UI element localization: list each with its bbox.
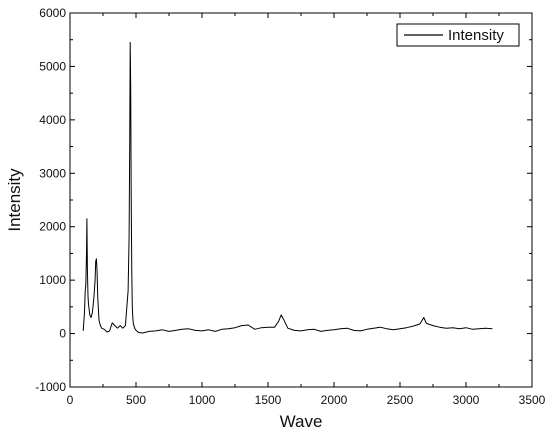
- y-tick-label: 2000: [39, 220, 66, 234]
- x-tick-label: 1500: [255, 393, 282, 407]
- x-tick-label: 2500: [387, 393, 414, 407]
- x-tick-label: 0: [67, 393, 74, 407]
- y-tick-label: 0: [59, 327, 66, 341]
- series-line: [82, 41, 493, 334]
- legend-box: [396, 23, 520, 47]
- x-tick-label: 1000: [189, 393, 216, 407]
- y-axis-title: Intensity: [5, 168, 24, 232]
- y-tick-label: 1000: [39, 273, 66, 287]
- x-axis-ticks: 0 500 1000 1500 2000 2500 3000 3500: [67, 13, 546, 407]
- x-tick-label: 500: [126, 393, 146, 407]
- legend-label: Intensity: [448, 27, 504, 44]
- x-tick-label: 3000: [453, 393, 480, 407]
- y-tick-label: 5000: [39, 59, 66, 73]
- series-layer: [82, 41, 493, 334]
- y-tick-label: 6000: [39, 6, 66, 20]
- x-tick-label: 3500: [519, 393, 546, 407]
- y-axis-ticks: -1000 0 1000 2000 3000 4000 5000 6000: [35, 6, 532, 394]
- x-tick-label: 2000: [321, 393, 348, 407]
- y-tick-label: -1000: [35, 380, 66, 394]
- x-axis-title: Wave: [280, 412, 323, 431]
- legend: Intensity: [396, 23, 520, 47]
- y-tick-label: 3000: [39, 166, 66, 180]
- y-tick-label: 4000: [39, 113, 66, 127]
